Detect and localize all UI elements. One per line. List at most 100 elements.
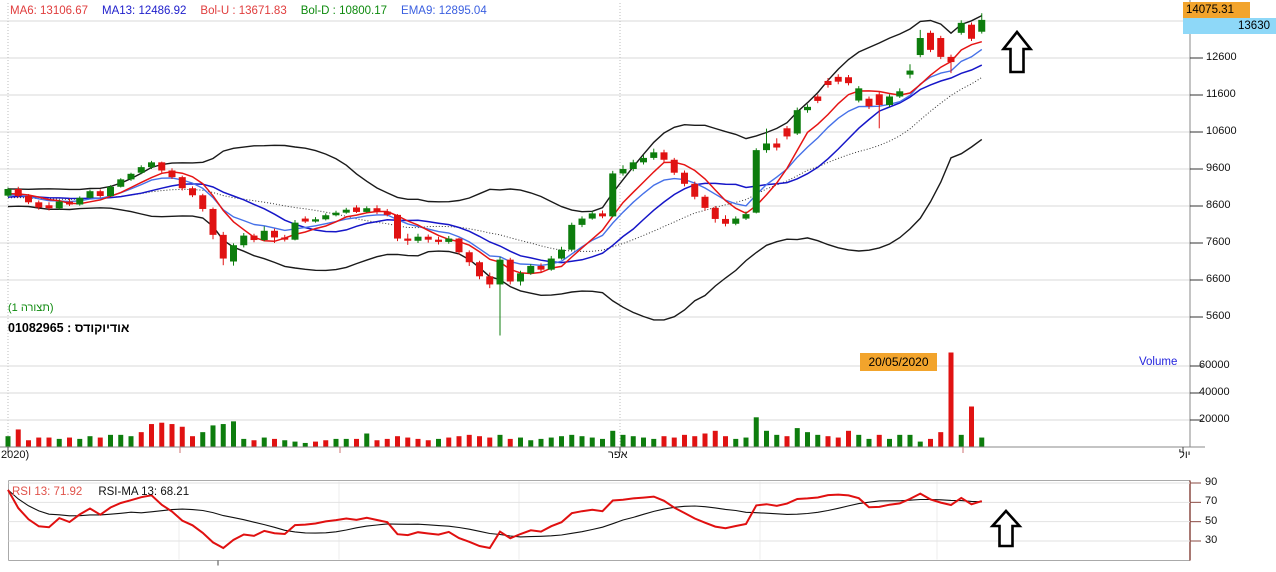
volume-bar xyxy=(67,437,72,447)
candle-body xyxy=(394,214,401,239)
volume-bar xyxy=(169,424,175,447)
candle-body xyxy=(568,224,576,250)
volume-bar xyxy=(210,425,216,447)
volume-bar xyxy=(56,438,62,447)
volume-bar xyxy=(179,426,185,447)
candle-body xyxy=(496,259,504,285)
candle-body xyxy=(4,188,12,196)
candle-body xyxy=(855,88,863,101)
candle-body xyxy=(701,196,709,208)
volume-bar xyxy=(784,436,790,447)
volume-bar xyxy=(15,429,21,447)
candle-body xyxy=(599,213,606,217)
candle-body xyxy=(650,152,658,158)
bollinger-lower-line xyxy=(7,138,983,321)
volume-bar xyxy=(425,440,431,447)
candle-body xyxy=(107,186,114,197)
volume-bar xyxy=(118,434,124,447)
candle-body xyxy=(424,236,432,240)
rsi-tick-label: 70 xyxy=(1205,495,1218,508)
candle-body xyxy=(55,201,63,209)
candle-body xyxy=(332,212,340,216)
crosshair-date-badge: 20/05/2020 xyxy=(860,353,937,371)
candle-body xyxy=(957,22,965,33)
volume-bar xyxy=(794,428,800,447)
rsi-legend: RSI 13: 71.92 RSI-MA 13: 68.21 xyxy=(12,486,205,498)
candle-body xyxy=(353,207,360,212)
volume-bar xyxy=(692,436,698,447)
volume-bar xyxy=(979,437,985,447)
candle-body xyxy=(25,196,32,203)
volume-bar xyxy=(579,436,585,447)
x-axis-label: אפר xyxy=(608,449,628,461)
rsi-tick-label: 50 xyxy=(1205,514,1218,527)
volume-bar xyxy=(723,436,728,447)
candle-body xyxy=(260,230,268,241)
volume-bar xyxy=(938,432,944,447)
volume-bar xyxy=(200,432,206,447)
volume-bar xyxy=(333,438,339,447)
candle-body xyxy=(189,188,196,196)
candle-body xyxy=(629,162,637,169)
price-tick-label: 11600 xyxy=(1206,88,1236,100)
volume-bar xyxy=(733,438,739,447)
volume-bar xyxy=(712,430,718,447)
rsi-tick-label: 30 xyxy=(1205,534,1218,546)
configuration-label: (תצורה 1) xyxy=(8,302,54,314)
volume-bar xyxy=(569,434,575,447)
volume-bar xyxy=(620,434,626,447)
volume-bar xyxy=(805,432,810,447)
candle-body xyxy=(230,245,237,262)
candle-body xyxy=(865,98,873,107)
candle-body xyxy=(168,170,176,178)
volume-bar xyxy=(815,434,821,447)
candle-body xyxy=(824,80,832,86)
up-arrow-annotation[interactable] xyxy=(989,509,1023,548)
candle-body xyxy=(476,262,483,277)
candle-body xyxy=(783,128,791,137)
candle-body xyxy=(96,191,104,197)
volume-bar xyxy=(518,437,523,447)
volume-bar xyxy=(682,434,687,447)
volume-bar xyxy=(651,438,657,447)
volume-bar xyxy=(405,437,411,447)
candle-body xyxy=(916,38,924,56)
candle-body xyxy=(609,173,617,217)
candle-body xyxy=(14,188,22,197)
volume-bar xyxy=(958,434,964,447)
volume-bar xyxy=(343,438,349,447)
candle-body xyxy=(588,213,596,219)
candle-body xyxy=(722,218,729,224)
volume-pane-label: Volume xyxy=(1139,356,1178,368)
candle-body xyxy=(793,110,801,134)
volume-bar xyxy=(354,438,359,447)
volume-bar xyxy=(753,417,759,447)
up-arrow-annotation[interactable] xyxy=(1000,29,1034,74)
volume-bar xyxy=(190,436,195,447)
legend-ma6: MA6: 13106.67 xyxy=(10,5,89,17)
volume-bar xyxy=(630,436,636,447)
candle-body xyxy=(506,259,514,282)
volume-bar xyxy=(559,436,564,447)
candle-body xyxy=(342,209,350,213)
candle-body xyxy=(875,94,883,105)
candle-body xyxy=(845,77,852,84)
candle-body xyxy=(76,197,84,205)
candle-body xyxy=(547,258,555,270)
volume-tick-label: 60000 xyxy=(1199,359,1230,371)
volume-bar xyxy=(128,436,134,447)
candle-body xyxy=(219,234,227,259)
volume-bar xyxy=(507,438,513,447)
volume-bar xyxy=(487,437,493,447)
volume-bar xyxy=(302,442,308,447)
volume-bar xyxy=(610,430,616,447)
volume-bar xyxy=(928,438,933,447)
candle-body xyxy=(804,106,811,111)
candle-body xyxy=(363,208,371,212)
price-tick-label: 10600 xyxy=(1206,125,1237,137)
volume-bar xyxy=(497,434,503,447)
candle-body xyxy=(968,24,975,39)
candle-body xyxy=(486,276,494,285)
volume-bar xyxy=(364,433,370,447)
